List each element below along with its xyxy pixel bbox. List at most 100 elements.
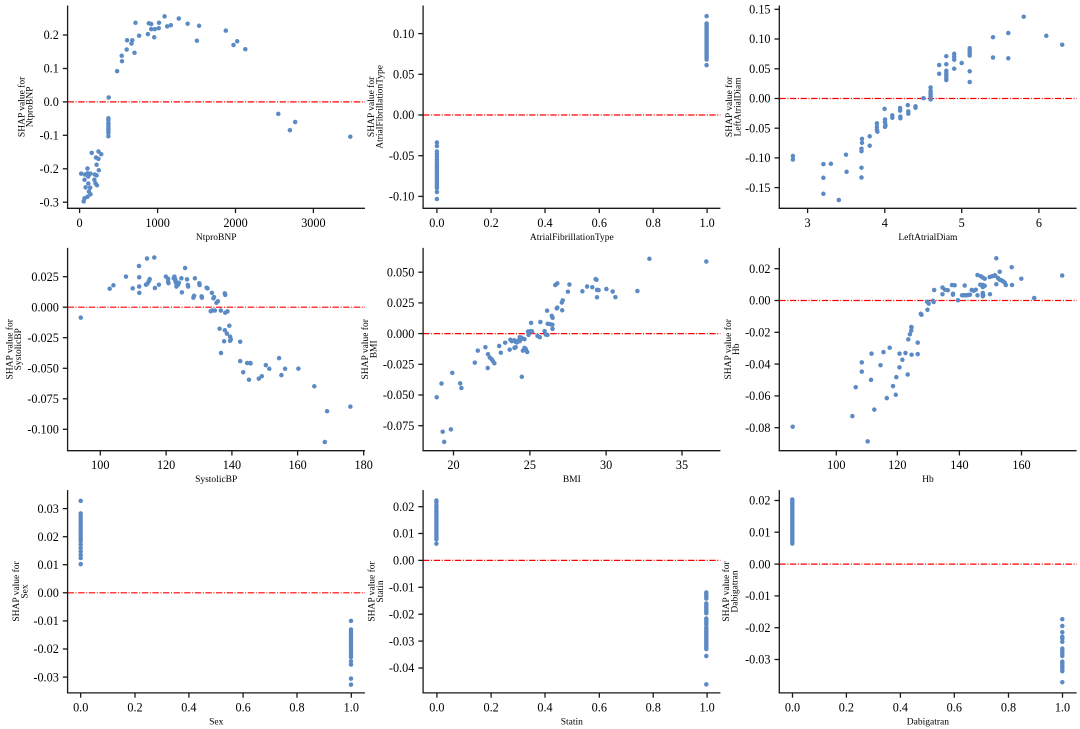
svg-text:0.01: 0.01 [749,525,770,539]
svg-text:-0.03: -0.03 [745,653,770,667]
svg-text:140: 140 [223,458,241,472]
svg-text:0.6: 0.6 [592,216,607,230]
svg-text:0.6: 0.6 [947,700,962,714]
svg-text:0.4: 0.4 [537,700,552,714]
svg-text:0.6: 0.6 [592,700,607,714]
svg-text:0.10: 0.10 [393,27,414,41]
svg-text:-0.1: -0.1 [40,129,59,143]
svg-text:-0.075: -0.075 [27,392,58,406]
svg-text:0.8: 0.8 [646,216,661,230]
svg-text:SHAP value for: SHAP value for [366,76,377,137]
svg-text:0.2: 0.2 [127,700,142,714]
svg-text:0.02: 0.02 [749,494,770,508]
svg-text:-0.025: -0.025 [383,358,414,372]
svg-text:20: 20 [447,458,459,472]
svg-text:0.00: 0.00 [393,554,414,568]
svg-text:-0.15: -0.15 [745,181,770,195]
svg-text:0.15: 0.15 [749,3,770,17]
svg-text:0.4: 0.4 [181,700,196,714]
svg-text:0: 0 [77,216,83,230]
svg-text:-0.05: -0.05 [389,149,414,163]
svg-text:0.00: 0.00 [393,108,414,122]
svg-text:-0.01: -0.01 [745,589,770,603]
svg-text:5: 5 [959,216,965,230]
svg-text:-0.01: -0.01 [33,614,58,628]
svg-text:100: 100 [91,458,109,472]
svg-text:Sex: Sex [21,584,31,599]
svg-text:0.0: 0.0 [785,700,800,714]
svg-text:0.10: 0.10 [749,32,770,46]
svg-text:SHAP value for: SHAP value for [5,318,16,379]
svg-text:-0.02: -0.02 [389,607,414,621]
svg-text:140: 140 [950,458,968,472]
svg-text:25: 25 [524,458,536,472]
svg-text:0.025: 0.025 [31,270,58,284]
svg-text:1.0: 1.0 [344,700,359,714]
svg-text:LeftAtrialDiam: LeftAtrialDiam [898,232,958,243]
svg-text:Dabigatran: Dabigatran [907,717,949,727]
svg-text:-0.025: -0.025 [27,331,58,345]
svg-text:Hb: Hb [922,475,934,485]
svg-text:-0.01: -0.01 [389,581,414,595]
svg-text:120: 120 [888,458,906,472]
svg-text:30: 30 [600,458,612,472]
svg-text:SHAP value for: SHAP value for [721,561,732,622]
svg-text:0.025: 0.025 [387,296,414,310]
svg-text:-0.100: -0.100 [27,423,58,437]
svg-text:0.01: 0.01 [393,527,414,541]
svg-text:0.00: 0.00 [37,586,58,600]
svg-text:Sex: Sex [209,717,224,727]
svg-text:SHAP value for: SHAP value for [724,76,735,137]
svg-text:0.00: 0.00 [749,92,770,106]
svg-text:-0.02: -0.02 [745,326,770,340]
svg-text:-0.3: -0.3 [40,195,59,209]
svg-text:0.1: 0.1 [44,62,59,76]
svg-text:3: 3 [805,216,811,230]
svg-text:-0.050: -0.050 [27,362,58,376]
svg-text:0.01: 0.01 [37,558,58,572]
svg-text:2000: 2000 [223,216,247,230]
svg-text:0.0: 0.0 [429,216,444,230]
svg-text:-0.04: -0.04 [745,357,770,371]
svg-text:1.0: 1.0 [1055,700,1070,714]
svg-text:-0.050: -0.050 [383,388,414,402]
svg-text:AtrialFibrillationType: AtrialFibrillationType [530,233,614,243]
svg-text:-0.02: -0.02 [745,621,770,635]
svg-text:NtproBNP: NtproBNP [26,87,36,128]
svg-text:SHAP value for: SHAP value for [723,318,734,379]
svg-text:Hb: Hb [732,343,742,355]
svg-text:SHAP value for: SHAP value for [11,561,22,622]
svg-text:35: 35 [676,458,688,472]
svg-text:0.000: 0.000 [387,327,414,341]
svg-text:0.4: 0.4 [893,700,908,714]
svg-text:-0.2: -0.2 [40,162,59,176]
svg-text:0.02: 0.02 [393,500,414,514]
svg-text:0.0: 0.0 [73,700,88,714]
svg-text:-0.03: -0.03 [33,670,58,684]
svg-text:100: 100 [827,458,845,472]
svg-text:LeftAtrialDiam: LeftAtrialDiam [732,77,743,137]
svg-text:BMI: BMI [563,475,581,485]
svg-text:3000: 3000 [301,216,325,230]
svg-text:Statin: Statin [376,580,386,602]
svg-text:0.000: 0.000 [31,300,58,314]
svg-text:-0.05: -0.05 [745,121,770,135]
svg-text:0.02: 0.02 [749,262,770,276]
svg-text:-0.10: -0.10 [745,151,770,165]
svg-text:BMI: BMI [369,340,379,358]
svg-text:0.4: 0.4 [537,216,552,230]
svg-text:Dabigatran: Dabigatran [730,570,740,612]
svg-text:120: 120 [157,458,175,472]
svg-text:0.2: 0.2 [483,700,498,714]
svg-text:0.2: 0.2 [483,216,498,230]
svg-text:0.00: 0.00 [749,294,770,308]
svg-text:0.8: 0.8 [646,700,661,714]
svg-text:4: 4 [882,216,888,230]
svg-text:180: 180 [355,458,373,472]
svg-text:NtproBNP: NtproBNP [196,233,237,243]
svg-text:0.05: 0.05 [393,68,414,82]
svg-text:0.6: 0.6 [235,700,250,714]
svg-text:0.8: 0.8 [1001,700,1016,714]
svg-text:-0.04: -0.04 [389,661,414,675]
svg-text:0.05: 0.05 [749,62,770,76]
